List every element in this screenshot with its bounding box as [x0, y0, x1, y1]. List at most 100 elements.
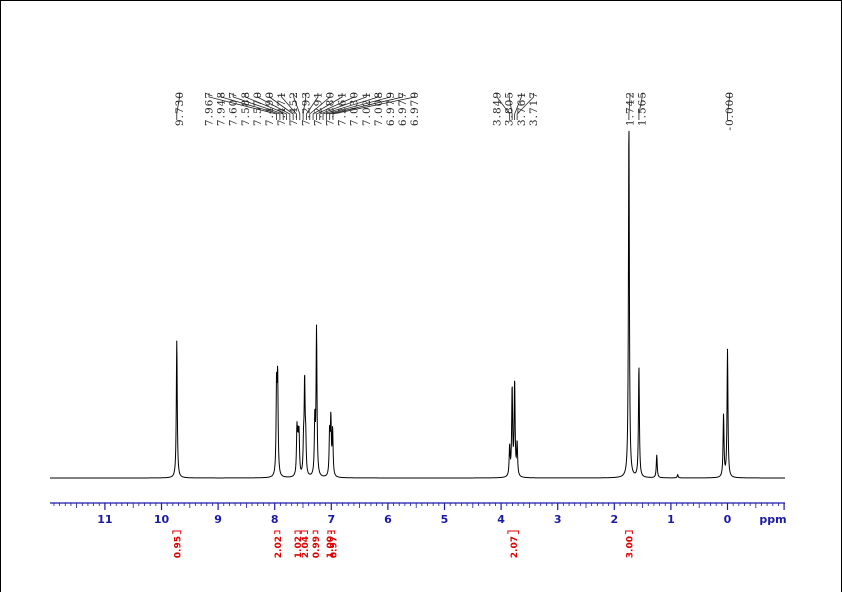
integral-region: 0.99 [312, 530, 322, 558]
peak-label-text: 7.967 [204, 91, 216, 126]
peak-label-leader [176, 93, 180, 120]
peak-label-leader [727, 93, 730, 120]
integral-value: 2.04 [301, 536, 311, 558]
peak-label: 7.452 [288, 91, 300, 126]
integral-region: 2.07 [507, 530, 520, 558]
peak-label-text: 6.979 [385, 91, 397, 126]
peak-label-leader [281, 93, 297, 120]
peak-label: 6.979 [325, 91, 397, 126]
peak-label-text: 6.977 [397, 91, 409, 126]
integral-region: 2.04 [300, 530, 311, 558]
integral-bracket [507, 530, 520, 534]
x-tick-label: 11 [97, 513, 112, 526]
peak-label-text: 7.261 [337, 91, 349, 126]
integral-region: 0.97 [330, 530, 340, 558]
peak-label: 7.280 [309, 91, 337, 126]
peak-label-leader [208, 93, 277, 120]
integral-annotations: 0.95 2.02 1.022.04 0.99 1.000.97 2.07 3.00 [172, 530, 636, 558]
x-tick-label: 6 [384, 513, 392, 526]
peak-label-annotations: 9.730 7.967 7.948 7.607 7.588 7.570 7.490 7.471… [174, 91, 736, 131]
peak-label-text: 7.490 [264, 91, 276, 126]
peak-label: 3.761 [514, 91, 528, 126]
peak-label-text: 7.291 [312, 91, 324, 126]
x-tick-label: 9 [214, 513, 222, 526]
peak-label-leader [309, 93, 331, 120]
x-tick-label: 3 [554, 513, 562, 526]
x-tick-label: 1 [667, 513, 675, 526]
x-axis: 11 10 9 8 7 6 5 4 3 2 1 0 ppm [50, 502, 787, 526]
peak-label-leader [496, 93, 511, 120]
peak-label-text: 1.742 [625, 91, 637, 126]
peak-label-text: 9.730 [174, 91, 186, 126]
peak-label-text: 7.588 [240, 91, 252, 126]
peak-label-leader [638, 93, 643, 120]
integral-bracket [625, 530, 633, 534]
peak-label: 1.565 [637, 91, 649, 126]
integral-value: 3.00 [626, 536, 636, 558]
x-tick-label: 2 [610, 513, 618, 526]
peak-label-leader [514, 93, 522, 120]
integral-value: 0.97 [330, 536, 340, 558]
integral-bracket [327, 530, 332, 534]
peak-label: 7.261 [312, 91, 349, 126]
peak-label: 7.008 [322, 91, 385, 126]
integral-value: 1.00 [326, 536, 336, 558]
peak-label: 3.717 [516, 91, 540, 126]
peak-label-text: 1.565 [637, 91, 649, 126]
peak-label: 7.588 [240, 91, 287, 126]
peak-label-leader [628, 93, 631, 120]
peak-label: 7.490 [264, 91, 294, 126]
peak-label-text: 7.607 [228, 91, 240, 126]
integral-value: 0.95 [173, 536, 183, 558]
integral-region: 3.00 [625, 530, 636, 558]
integral-value: 1.02 [294, 536, 304, 558]
peak-label: 7.967 [204, 91, 277, 126]
peak-label-text: 7.570 [252, 91, 264, 126]
integral-bracket [330, 530, 336, 534]
peak-label-leader [319, 93, 367, 120]
peak-label-leader [302, 93, 307, 120]
peak-label-leader [293, 93, 301, 120]
peak-label-leader [244, 93, 287, 120]
integral-region: 2.02 [274, 530, 284, 558]
integral-bracket [274, 530, 281, 534]
peak-label-leader [257, 93, 291, 120]
peak-label: 6.970 [332, 91, 421, 126]
peak-label: 7.570 [252, 91, 291, 126]
integral-value: 2.07 [510, 536, 520, 558]
peak-label-text: 3.805 [504, 91, 516, 126]
integral-bracket [294, 530, 301, 534]
peak-label: 7.948 [216, 91, 281, 126]
peak-label-text: 7.021 [361, 91, 373, 126]
peak-label-leader [312, 93, 343, 120]
x-tick-label: 10 [154, 513, 170, 526]
peak-label-leader [322, 93, 379, 120]
peak-label-leader [306, 93, 319, 120]
peak-label-leader [220, 93, 281, 120]
peak-label: 1.742 [625, 91, 637, 126]
peak-label-leader [232, 93, 284, 120]
peak-label-text: -0.000 [724, 91, 736, 131]
spectrum-line [50, 130, 785, 479]
x-tick-label: 8 [271, 513, 279, 526]
peak-label: 7.291 [306, 91, 324, 126]
peak-label: 7.293 [300, 91, 312, 126]
peak-label-text: 7.280 [325, 91, 337, 126]
peak-label-leader [516, 93, 534, 120]
peak-label-leader [325, 93, 391, 120]
x-tick-label: 5 [441, 513, 449, 526]
integral-bracket [300, 530, 309, 534]
peak-label-text: 7.948 [216, 91, 228, 126]
peak-label: 7.607 [228, 91, 284, 126]
peak-label-text: 3.849 [492, 91, 504, 126]
peak-label-text: 7.008 [373, 91, 385, 126]
integral-bracket [172, 530, 182, 534]
integral-region: 1.02 [294, 530, 304, 558]
peak-label-text: 7.452 [288, 91, 300, 126]
peak-label-text: 7.471 [276, 91, 288, 126]
peak-label-leader [329, 93, 403, 120]
x-axis-unit-label: ppm [759, 513, 786, 526]
peak-label: 9.730 [174, 91, 186, 126]
peak-label: -0.000 [724, 91, 736, 131]
